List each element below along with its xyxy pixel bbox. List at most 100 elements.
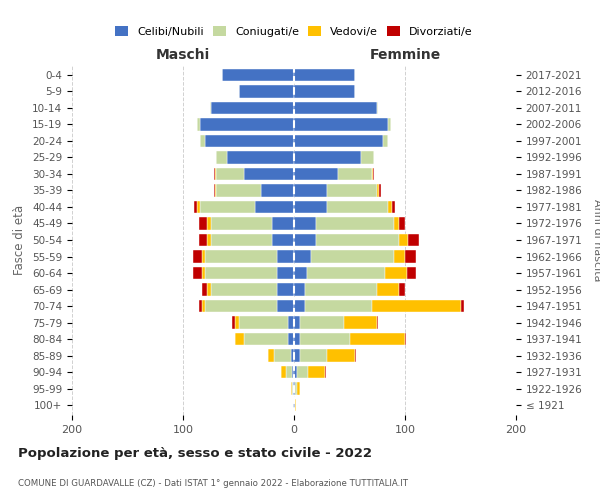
Text: Maschi: Maschi bbox=[156, 48, 210, 62]
Bar bbox=[294, 316, 299, 328]
Bar bbox=[211, 234, 272, 246]
Bar bbox=[214, 168, 215, 180]
Bar bbox=[294, 350, 299, 362]
Bar bbox=[294, 300, 305, 312]
Bar bbox=[294, 284, 305, 296]
Bar bbox=[199, 218, 208, 230]
Bar bbox=[235, 333, 244, 345]
Bar bbox=[361, 152, 374, 164]
Bar bbox=[208, 284, 211, 296]
Bar bbox=[277, 250, 294, 262]
Bar bbox=[392, 201, 395, 213]
Bar bbox=[272, 234, 294, 246]
Bar bbox=[197, 118, 200, 130]
Bar bbox=[205, 135, 294, 147]
Bar bbox=[286, 366, 292, 378]
Bar bbox=[294, 85, 355, 98]
Text: Popolazione per età, sesso e stato civile - 2022: Popolazione per età, sesso e stato civil… bbox=[18, 448, 372, 460]
Bar bbox=[216, 152, 227, 164]
Bar bbox=[294, 333, 299, 345]
Bar bbox=[199, 234, 208, 246]
Bar bbox=[260, 184, 294, 196]
Bar bbox=[202, 284, 208, 296]
Bar bbox=[215, 184, 217, 196]
Bar bbox=[388, 201, 392, 213]
Bar bbox=[311, 250, 394, 262]
Bar bbox=[232, 316, 235, 328]
Text: COMUNE DI GUARDAVALLE (CZ) - Dati ISTAT 1° gennaio 2022 - Elaborazione TUTTITALI: COMUNE DI GUARDAVALLE (CZ) - Dati ISTAT … bbox=[18, 479, 408, 488]
Bar bbox=[294, 366, 298, 378]
Bar bbox=[274, 350, 290, 362]
Bar bbox=[294, 250, 311, 262]
Bar bbox=[222, 68, 294, 81]
Bar bbox=[405, 333, 406, 345]
Bar bbox=[211, 218, 272, 230]
Bar bbox=[377, 184, 379, 196]
Bar bbox=[349, 333, 405, 345]
Bar bbox=[294, 152, 361, 164]
Bar bbox=[294, 201, 328, 213]
Bar bbox=[388, 118, 391, 130]
Bar bbox=[268, 350, 274, 362]
Bar bbox=[308, 366, 325, 378]
Bar bbox=[227, 152, 294, 164]
Bar bbox=[290, 382, 292, 395]
Bar bbox=[235, 316, 239, 328]
Bar bbox=[277, 284, 294, 296]
Bar bbox=[299, 333, 349, 345]
Bar bbox=[338, 168, 372, 180]
Bar bbox=[461, 300, 464, 312]
Bar bbox=[209, 102, 211, 114]
Bar bbox=[294, 118, 388, 130]
Bar bbox=[289, 333, 294, 345]
Bar bbox=[202, 300, 205, 312]
Bar bbox=[294, 218, 316, 230]
Bar bbox=[244, 333, 289, 345]
Bar bbox=[215, 168, 217, 180]
Bar bbox=[211, 284, 277, 296]
Bar bbox=[305, 300, 372, 312]
Bar bbox=[299, 316, 344, 328]
Bar bbox=[298, 366, 308, 378]
Bar bbox=[199, 300, 202, 312]
Bar bbox=[205, 250, 277, 262]
Y-axis label: Fasce di età: Fasce di età bbox=[13, 205, 26, 275]
Bar bbox=[344, 316, 377, 328]
Bar bbox=[298, 382, 299, 395]
Bar bbox=[208, 234, 211, 246]
Bar bbox=[400, 218, 405, 230]
Bar bbox=[405, 250, 416, 262]
Bar bbox=[200, 201, 255, 213]
Bar bbox=[328, 350, 355, 362]
Y-axis label: Anni di nascita: Anni di nascita bbox=[592, 198, 600, 281]
Bar bbox=[193, 250, 202, 262]
Bar bbox=[377, 284, 400, 296]
Bar bbox=[205, 267, 277, 279]
Bar bbox=[239, 316, 289, 328]
Legend: Celibi/Nubili, Coniugati/e, Vedovi/e, Divorziati/e: Celibi/Nubili, Coniugati/e, Vedovi/e, Di… bbox=[111, 22, 477, 41]
Bar bbox=[372, 168, 373, 180]
Bar bbox=[216, 184, 260, 196]
Bar bbox=[205, 300, 277, 312]
Bar bbox=[409, 234, 419, 246]
Bar bbox=[239, 85, 294, 98]
Bar bbox=[328, 184, 377, 196]
Bar bbox=[407, 267, 416, 279]
Bar bbox=[193, 267, 202, 279]
Bar bbox=[385, 267, 407, 279]
Bar bbox=[355, 350, 356, 362]
Bar bbox=[400, 284, 405, 296]
Bar bbox=[299, 350, 328, 362]
Bar bbox=[294, 184, 328, 196]
Bar bbox=[294, 382, 295, 395]
Bar bbox=[394, 218, 400, 230]
Bar bbox=[325, 366, 326, 378]
Bar bbox=[208, 218, 211, 230]
Bar bbox=[294, 168, 338, 180]
Bar bbox=[211, 102, 294, 114]
Bar bbox=[328, 201, 388, 213]
Bar bbox=[373, 168, 374, 180]
Bar bbox=[383, 135, 388, 147]
Bar bbox=[290, 350, 294, 362]
Bar bbox=[294, 102, 377, 114]
